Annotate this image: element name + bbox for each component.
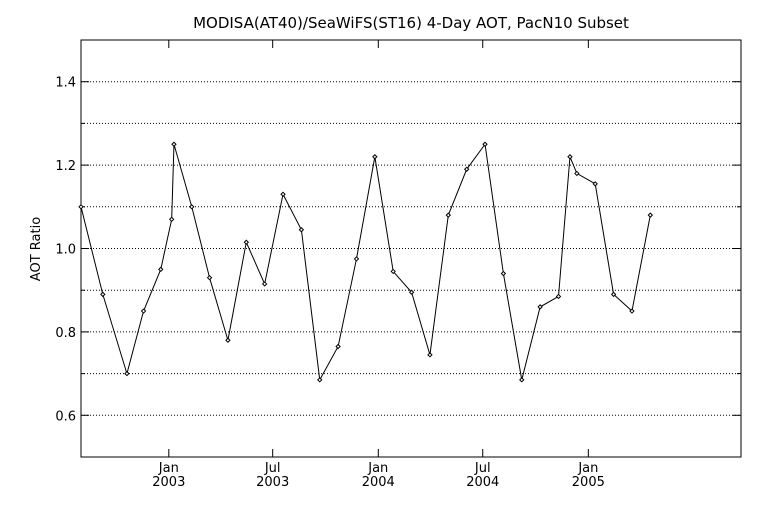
data-point (353, 256, 360, 262)
x-tick-year-label: 2003 (152, 475, 185, 490)
data-point (629, 308, 635, 314)
data-point (408, 289, 415, 295)
data-point (171, 141, 177, 147)
chart-title: MODISA(AT40)/SeaWiFS(ST16) 4-Day AOT, Pa… (193, 14, 629, 32)
data-point (168, 216, 175, 223)
x-tick-month-label: Jan (158, 461, 179, 476)
data-point (335, 343, 341, 350)
data-point (610, 291, 617, 298)
series-aot-ratio (78, 141, 654, 383)
data-point (100, 291, 106, 298)
data-point (280, 191, 286, 197)
data-point (124, 370, 130, 377)
x-tick-year-label: 2003 (256, 475, 289, 490)
x-tick-year-label: 2004 (362, 475, 395, 490)
y-axis: 0.6 0.8 1.0 1.2 1.4 (55, 76, 741, 424)
data-point (574, 170, 580, 177)
y-tick-label: 1.0 (55, 243, 76, 258)
data-point (647, 212, 654, 218)
gridlines (81, 81, 741, 416)
data-point (445, 212, 452, 218)
data-point (519, 377, 525, 383)
data-point (537, 304, 543, 310)
x-tick-year-label: 2005 (572, 475, 605, 490)
data-point (189, 204, 195, 210)
data-point (500, 270, 507, 277)
data-point (592, 181, 598, 187)
x-tick-year-label: 2004 (466, 475, 499, 490)
data-point (298, 227, 305, 233)
x-tick-month-label: Jan (577, 461, 598, 476)
data-point (427, 352, 433, 358)
y-axis-label: AOT Ratio (29, 217, 44, 281)
data-point (482, 141, 488, 147)
y-tick-label: 1.4 (55, 76, 76, 91)
data-point (225, 337, 231, 343)
x-tick-month-label: Jan (367, 461, 388, 476)
y-tick-label: 0.8 (55, 326, 76, 341)
data-point (372, 154, 378, 160)
series-line (80, 142, 651, 382)
data-point (206, 274, 213, 281)
y-tick-label: 0.6 (55, 409, 76, 424)
x-tick-month-label: Jul (474, 461, 491, 476)
data-point (390, 268, 396, 275)
data-point (78, 204, 84, 210)
data-point (243, 239, 249, 245)
data-point (463, 166, 470, 172)
data-point (317, 377, 323, 383)
data-point (261, 281, 268, 287)
data-point (567, 154, 573, 160)
data-point (555, 293, 562, 300)
data-point (158, 266, 164, 273)
x-tick-month-label: Jul (264, 461, 281, 476)
y-tick-label: 1.2 (55, 159, 76, 174)
data-point (140, 308, 147, 314)
